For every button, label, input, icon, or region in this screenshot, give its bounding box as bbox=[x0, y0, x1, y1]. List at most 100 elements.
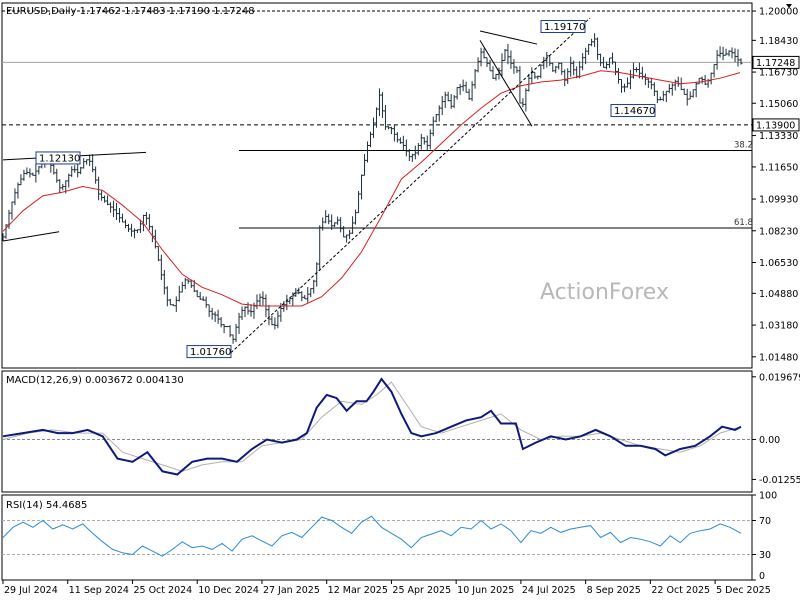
price-bar bbox=[443, 91, 447, 109]
price-bar bbox=[461, 79, 465, 92]
price-bar bbox=[210, 307, 214, 320]
price-bar bbox=[485, 57, 489, 67]
price-bar bbox=[500, 53, 504, 78]
rsi-tick-label: 70 bbox=[759, 516, 771, 527]
price-bar bbox=[646, 77, 650, 88]
price-bar bbox=[22, 169, 26, 181]
price-bar bbox=[228, 325, 232, 338]
price-bar bbox=[61, 183, 65, 191]
price-bar bbox=[584, 47, 588, 65]
price-bar bbox=[422, 137, 426, 145]
price-tick-label: 1.06530 bbox=[759, 258, 798, 269]
rsi-line bbox=[2, 515, 742, 557]
price-bar bbox=[37, 166, 41, 175]
price-bar bbox=[153, 229, 157, 249]
price-bar bbox=[434, 113, 438, 123]
price-bar bbox=[554, 65, 558, 74]
price-bar bbox=[506, 43, 510, 65]
price-bar bbox=[168, 298, 172, 306]
price-bar bbox=[545, 51, 549, 68]
price-tick-label: 1.11650 bbox=[759, 162, 798, 173]
price-bar bbox=[109, 202, 113, 213]
price-bar bbox=[162, 269, 166, 295]
price-bar bbox=[261, 291, 265, 306]
price-bar bbox=[28, 168, 32, 178]
price-tick-label: 1.16730 bbox=[759, 68, 798, 79]
price-bar bbox=[509, 50, 513, 69]
price-bar bbox=[219, 317, 223, 328]
time-tick-label: 10 Jun 2025 bbox=[457, 585, 514, 596]
price-bar bbox=[300, 291, 304, 302]
price-bar bbox=[419, 133, 423, 150]
fib-level-label: 38.2 bbox=[734, 140, 753, 150]
price-bar bbox=[327, 213, 331, 225]
price-bar bbox=[10, 201, 14, 220]
price-bar bbox=[159, 254, 163, 281]
price-bar bbox=[673, 79, 677, 91]
price-bar bbox=[703, 74, 707, 86]
price-bar bbox=[291, 292, 295, 306]
price-tick-label: 1.13330 bbox=[759, 131, 798, 142]
price-bar bbox=[691, 89, 695, 98]
price-bar bbox=[622, 83, 626, 93]
price-bar bbox=[144, 212, 148, 225]
main-price-panel: 1.20000 1.18430 1.16730 1.15060 1.13330 1.116… bbox=[1, 2, 800, 369]
price-bar bbox=[470, 81, 474, 102]
price-bar bbox=[19, 174, 23, 186]
wedge-upper-line bbox=[479, 30, 538, 45]
price-bar bbox=[437, 105, 441, 122]
price-annotation-box bbox=[540, 20, 586, 34]
price-bar bbox=[539, 64, 543, 79]
price-bar bbox=[273, 317, 277, 330]
price-bar bbox=[670, 83, 674, 96]
price-bar bbox=[216, 309, 220, 324]
price-bar bbox=[4, 224, 8, 239]
price-bar bbox=[425, 135, 429, 152]
price-bar bbox=[351, 216, 355, 234]
price-bar bbox=[551, 62, 555, 72]
rsi-tick-label: 30 bbox=[759, 550, 771, 561]
price-bar bbox=[536, 75, 540, 80]
price-bar bbox=[231, 334, 235, 344]
price-bar bbox=[596, 37, 600, 60]
price-bar bbox=[467, 88, 471, 100]
price-bar bbox=[712, 64, 716, 78]
price-bar bbox=[634, 67, 638, 73]
price-bar bbox=[688, 91, 692, 100]
price-bar bbox=[249, 304, 253, 317]
price-bar bbox=[605, 61, 609, 70]
price-bar bbox=[631, 62, 635, 79]
price-bar bbox=[79, 166, 83, 175]
price-bar bbox=[258, 293, 262, 307]
time-tick-label: 5 Dec 2025 bbox=[716, 585, 771, 596]
price-bar bbox=[315, 262, 319, 287]
price-bar bbox=[380, 92, 384, 118]
price-bar bbox=[336, 216, 340, 225]
price-bar bbox=[560, 62, 564, 75]
price-bar bbox=[392, 124, 396, 142]
time-tick-label: 27 Jan 2025 bbox=[263, 585, 320, 596]
price-bar bbox=[70, 166, 74, 178]
price-tick-label: 1.18430 bbox=[759, 36, 798, 47]
time-tick-label: 25 Apr 2025 bbox=[392, 585, 451, 596]
price-bar bbox=[730, 47, 734, 59]
price-bar bbox=[386, 126, 390, 130]
price-bar bbox=[482, 48, 486, 59]
price-bar bbox=[321, 217, 325, 231]
price-bar bbox=[333, 222, 337, 227]
price-bar bbox=[88, 154, 92, 167]
price-bar bbox=[285, 294, 289, 311]
price-bar bbox=[389, 126, 393, 135]
lower-channel-line bbox=[2, 231, 60, 242]
rsi-tick-label: 0 bbox=[759, 571, 765, 582]
price-bar bbox=[34, 164, 38, 183]
price-bar bbox=[616, 68, 620, 84]
price-bar bbox=[97, 176, 101, 201]
price-bar bbox=[727, 50, 731, 57]
price-bar bbox=[611, 52, 615, 65]
price-bar bbox=[488, 59, 492, 72]
price-bar bbox=[360, 174, 364, 200]
price-bar bbox=[67, 173, 71, 188]
price-bar bbox=[100, 190, 104, 201]
